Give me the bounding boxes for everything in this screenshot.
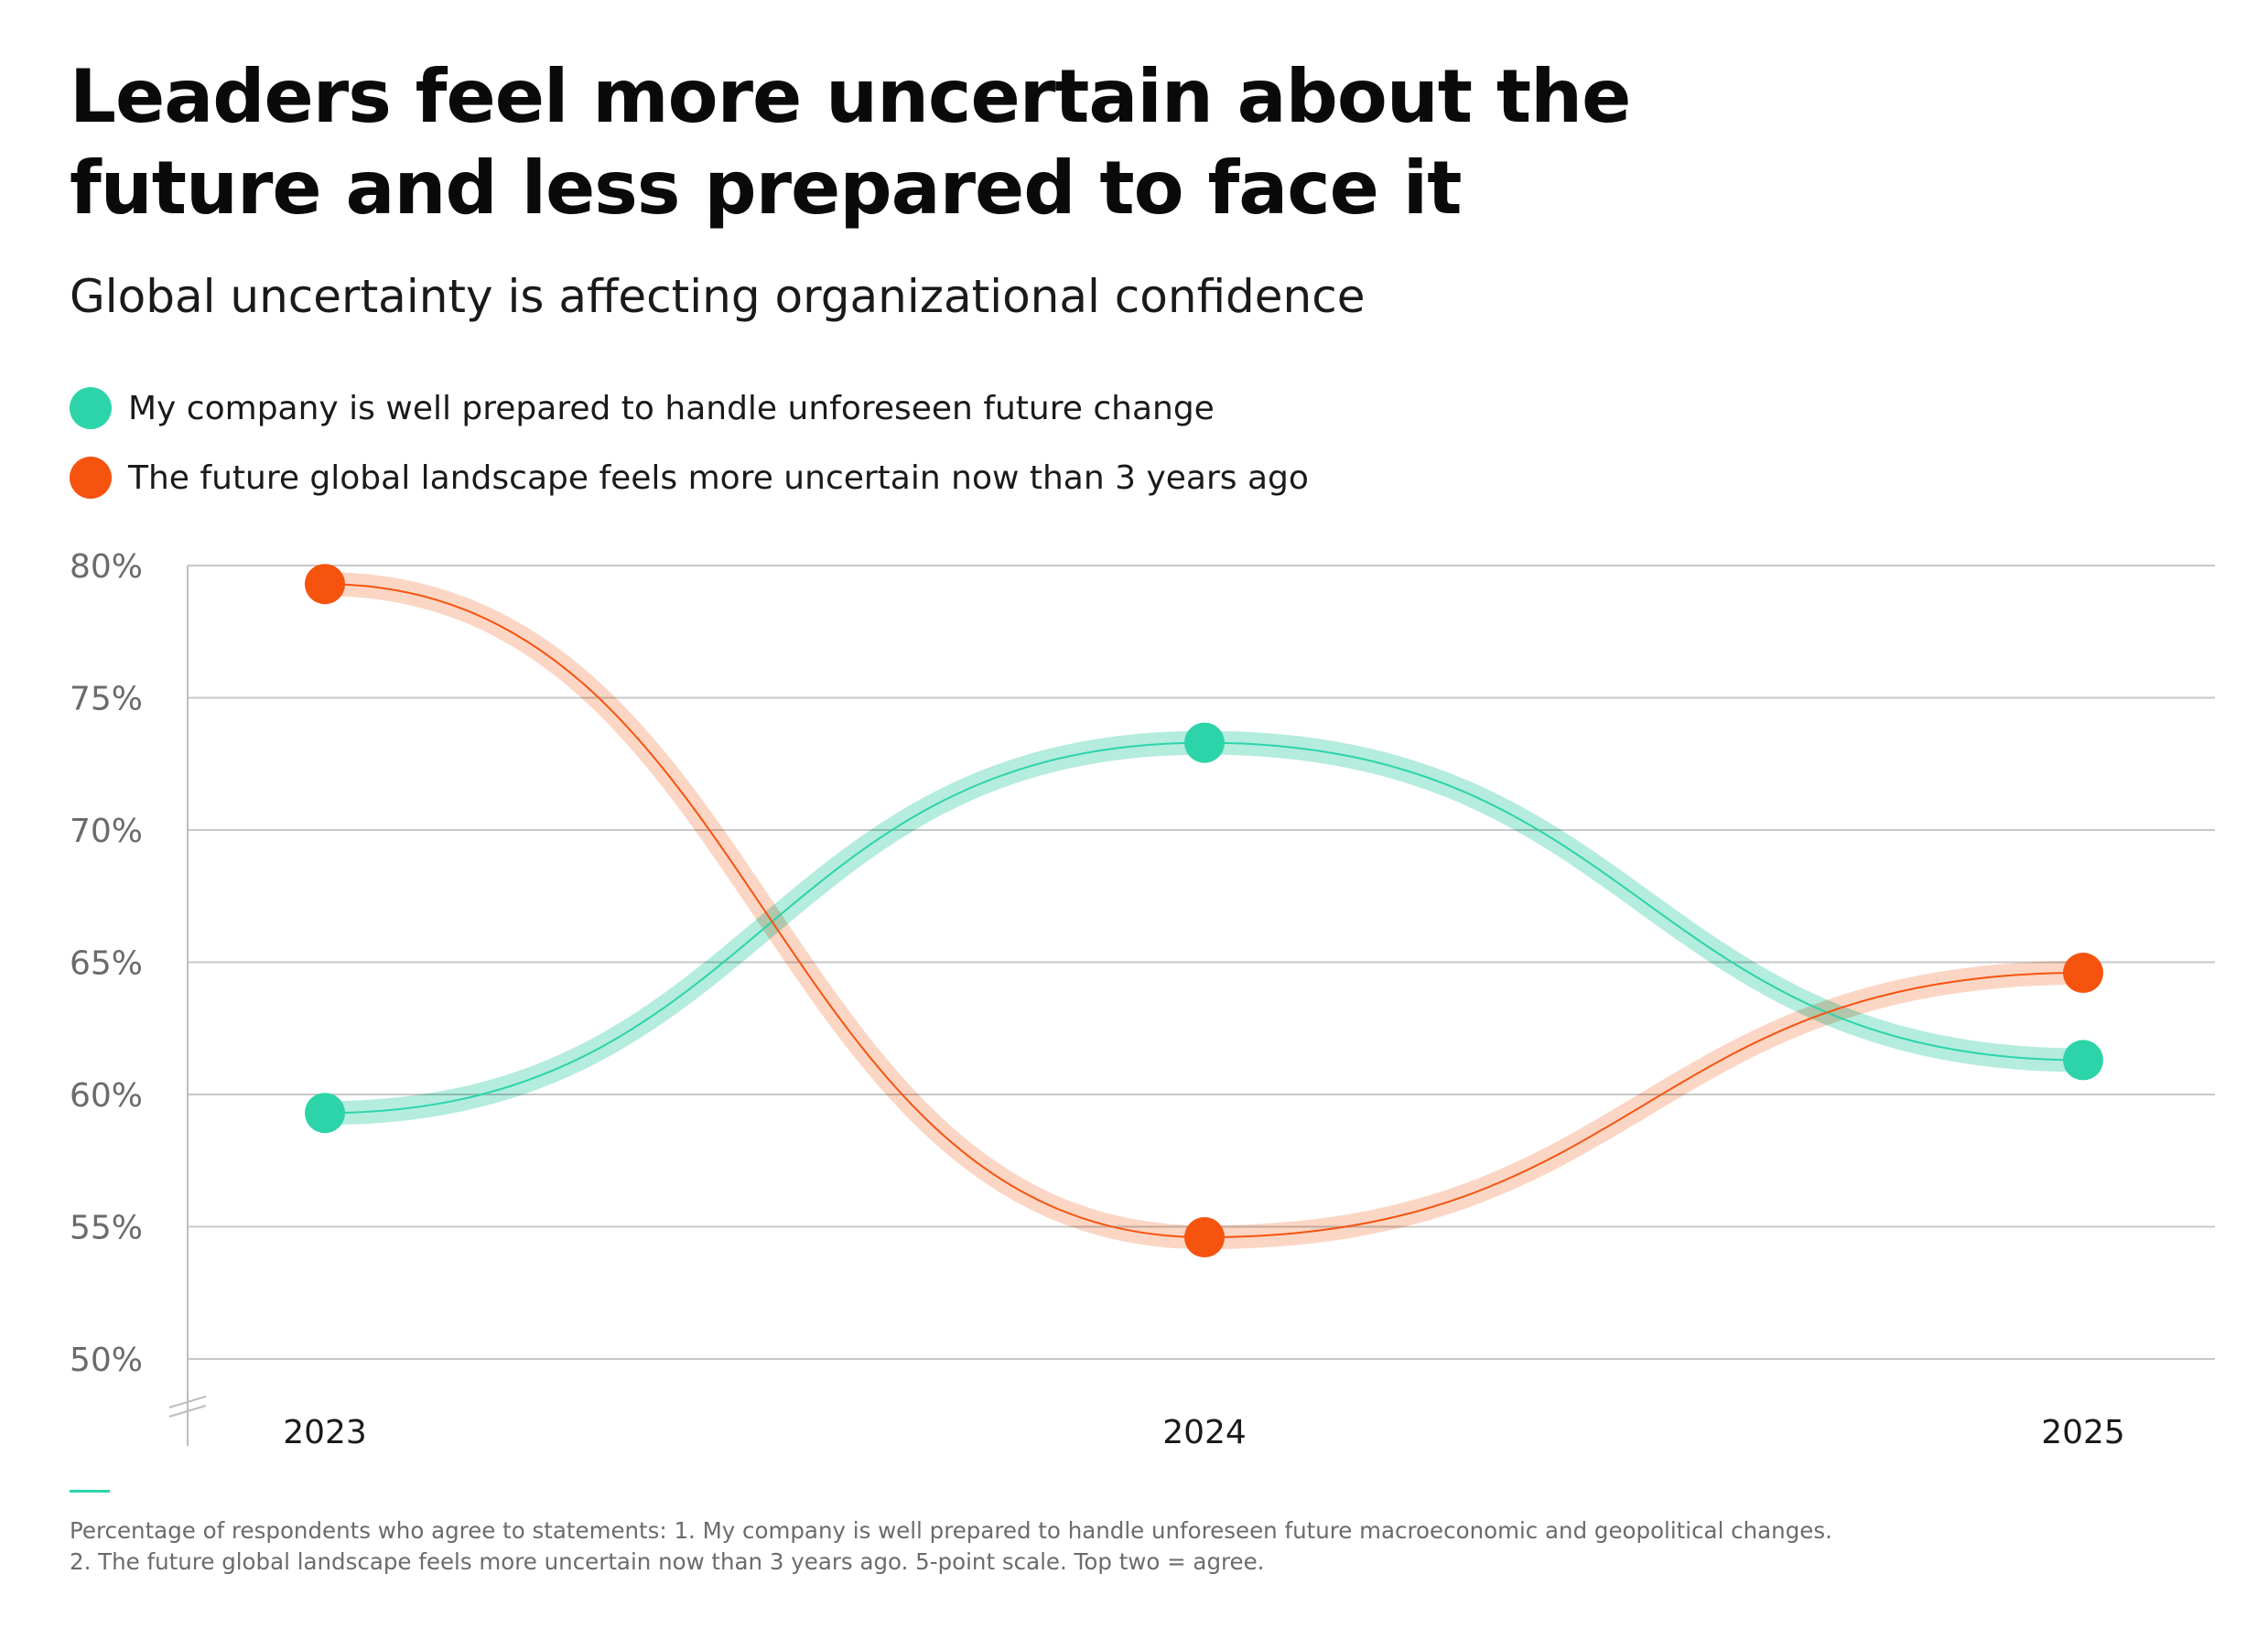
- chart-title: Leaders feel more uncertain about the fu…: [70, 54, 1631, 231]
- footnote-line-1: Percentage of respondents who agree to s…: [70, 1517, 1832, 1544]
- x-tick-label: 2025: [2041, 1414, 2125, 1451]
- y-tick-label: 65%: [70, 945, 143, 983]
- legend: My company is well prepared to handle un…: [70, 373, 1309, 512]
- series-band-2: [313, 572, 2095, 1250]
- y-axis: [168, 566, 207, 1446]
- legend-swatch-uncertain: [70, 457, 112, 499]
- data-point: [305, 1093, 345, 1134]
- line-chart: 80% 75% 70% 65% 60% 55% 50% 2023 2024 2025: [70, 548, 2215, 1451]
- series-bands: [313, 572, 2095, 1250]
- y-tick-label: 55%: [70, 1210, 143, 1247]
- series-points: [305, 564, 2103, 1258]
- y-tick-label: 60%: [70, 1077, 143, 1115]
- series-line-2: [324, 583, 2084, 1239]
- x-tick-labels: 2023 2024 2025: [283, 1414, 2125, 1451]
- y-tick-label: 80%: [70, 548, 143, 586]
- footnote-accent-rule: [70, 1490, 110, 1493]
- y-tick-labels: 80% 75% 70% 65% 60% 55% 50%: [70, 548, 143, 1379]
- data-point: [2063, 1040, 2103, 1081]
- legend-item-uncertain: The future global landscape feels more u…: [70, 443, 1309, 512]
- legend-item-prepared: My company is well prepared to handle un…: [70, 373, 1309, 443]
- y-tick-label: 70%: [70, 813, 143, 850]
- series-band-1: [313, 730, 2095, 1126]
- x-tick-label: 2024: [1162, 1414, 1247, 1451]
- data-point: [2063, 953, 2103, 994]
- x-tick-label: 2023: [283, 1414, 367, 1451]
- legend-swatch-prepared: [70, 387, 112, 429]
- y-tick-label: 50%: [70, 1342, 143, 1379]
- footnote-line-2: 2. The future global landscape feels mor…: [70, 1548, 1265, 1575]
- data-point: [1184, 722, 1225, 763]
- axis-break-mark: [168, 1396, 207, 1408]
- y-tick-label: 75%: [70, 681, 143, 718]
- chart-subtitle: Global uncertainty is affecting organiza…: [70, 270, 1366, 323]
- footnote: Percentage of respondents who agree to s…: [70, 1515, 2175, 1578]
- axis-break-mark: [168, 1405, 207, 1418]
- data-point: [305, 564, 345, 605]
- legend-label-uncertain: The future global landscape feels more u…: [128, 458, 1309, 497]
- data-point: [1184, 1217, 1225, 1258]
- legend-label-prepared: My company is well prepared to handle un…: [128, 389, 1215, 427]
